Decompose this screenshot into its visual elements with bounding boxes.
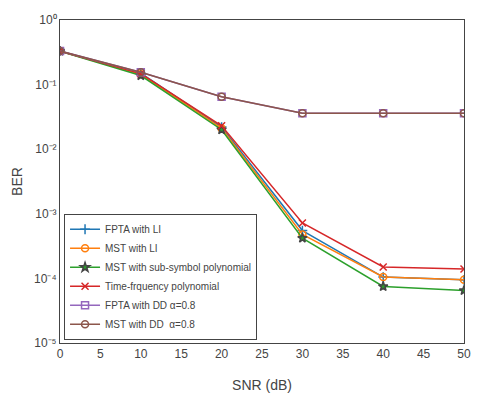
svg-text:MST with sub-symbol polynomial: MST with sub-symbol polynomial [105, 262, 251, 273]
svg-text:10⁻⁴: 10⁻⁴ [34, 272, 57, 286]
svg-text:10⁻³: 10⁻³ [35, 207, 56, 221]
svg-text:10⁰: 10⁰ [39, 13, 56, 27]
svg-text:10⁻²: 10⁻² [35, 142, 56, 156]
svg-text:10⁻¹: 10⁻¹ [35, 78, 56, 92]
svg-text:20: 20 [215, 347, 229, 361]
svg-text:40: 40 [377, 347, 391, 361]
svg-text:50: 50 [457, 347, 471, 361]
svg-text:25: 25 [255, 347, 269, 361]
svg-text:35: 35 [336, 347, 350, 361]
svg-text:FPTA with DD α=0.8: FPTA with DD α=0.8 [105, 300, 196, 311]
svg-text:MST with DD α=0.8: MST with DD α=0.8 [105, 319, 195, 330]
svg-text:5: 5 [97, 347, 104, 361]
svg-text:MST with LI: MST with LI [105, 243, 158, 254]
svg-text:BER: BER [9, 167, 25, 196]
svg-text:0: 0 [57, 347, 64, 361]
svg-text:45: 45 [417, 347, 431, 361]
svg-text:10⁻⁵: 10⁻⁵ [34, 336, 56, 350]
svg-text:30: 30 [296, 347, 310, 361]
svg-text:SNR (dB): SNR (dB) [232, 377, 292, 393]
svg-text:10: 10 [134, 347, 148, 361]
svg-text:FPTA with LI: FPTA with LI [105, 224, 161, 235]
svg-text:15: 15 [175, 347, 189, 361]
svg-text:Time-frquency polynomial: Time-frquency polynomial [105, 281, 219, 292]
